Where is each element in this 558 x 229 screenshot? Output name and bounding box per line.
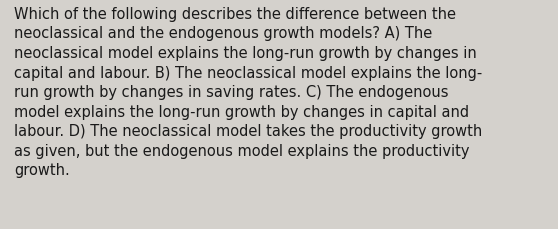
Text: Which of the following describes the difference between the
neoclassical and the: Which of the following describes the dif… <box>14 7 482 178</box>
